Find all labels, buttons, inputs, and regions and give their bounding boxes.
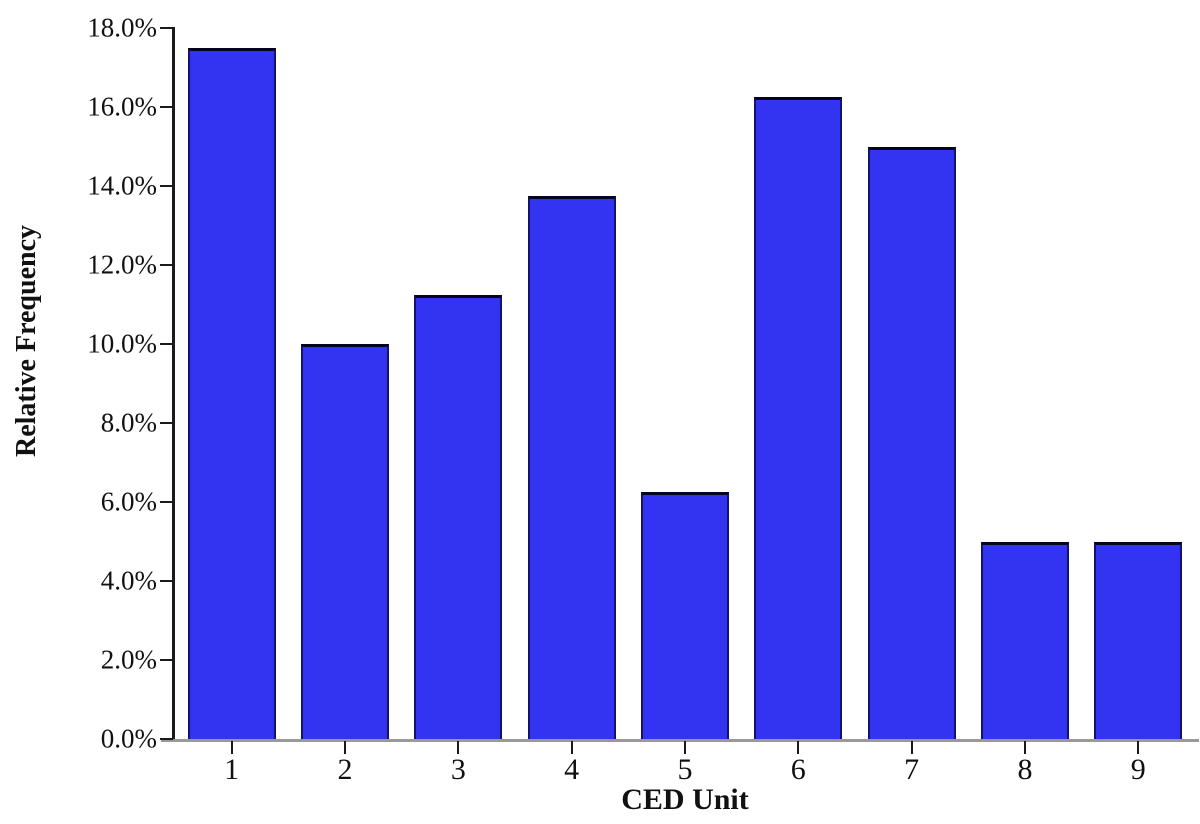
bar-slot-1: 1 [175,28,288,785]
bar-slot-7: 7 [855,28,968,785]
y-tick-label: 12.0% [87,249,157,280]
x-tick [797,741,800,754]
x-tick [457,741,460,754]
y-tick-label: 18.0% [87,12,157,43]
x-tick-label: 3 [450,753,466,786]
y-tick-label: 2.0% [100,644,157,675]
x-tick-label: 2 [337,753,353,786]
y-tick-label: 16.0% [87,91,157,122]
y-tick-label: 10.0% [87,328,157,359]
bar-slot-4: 4 [515,28,628,785]
x-axis-title: CED Unit [621,783,749,816]
bar-ced-unit-2 [300,344,389,739]
x-tick-label: 4 [564,753,580,786]
x-tick [1023,741,1026,754]
x-tick-label: 1 [224,753,240,786]
x-tick-label: 9 [1130,753,1146,786]
plot-area: 0.0% 2.0% 4.0% 6.0% 8.0% 10.0% 12.0% 14.0% 16.0%… [87,14,1199,785]
x-tick [683,741,686,754]
y-axis-line [172,27,175,741]
x-tick-label: 8 [1017,753,1033,786]
x-tick [910,741,913,754]
y-tick-label: 14.0% [87,170,157,201]
bar-slot-3: 3 [402,28,515,785]
bar-ced-unit-1 [187,47,276,739]
bar-ced-unit-5 [640,492,729,739]
y-tick-label: 8.0% [100,407,157,438]
y-tick-label: 4.0% [100,565,157,596]
bar-ced-unit-9 [1094,541,1183,739]
bar-series: 1 2 3 4 5 6 7 8 9 [175,28,1195,785]
x-tick-label: 5 [677,753,693,786]
x-tick-label: 7 [904,753,920,786]
bar-slot-9: 9 [1082,28,1195,785]
bar-slot-2: 2 [288,28,401,785]
x-tick [570,741,573,754]
x-axis-line [161,739,1199,742]
bar-slot-8: 8 [968,28,1081,785]
bar-ced-unit-7 [867,146,956,739]
bar-ced-unit-6 [754,97,843,739]
x-tick-label: 6 [790,753,806,786]
bar-slot-5: 5 [628,28,741,785]
x-tick [230,741,233,754]
x-tick [1137,741,1140,754]
bar-ced-unit-3 [414,294,503,739]
y-tick-label: 0.0% [100,723,157,754]
bar-ced-unit-4 [527,195,616,739]
bar-slot-6: 6 [742,28,855,785]
x-tick [343,741,346,754]
y-axis-title: Relative Frequency [11,225,42,457]
bar-ced-unit-8 [980,541,1069,739]
y-tick-label: 6.0% [100,486,157,517]
